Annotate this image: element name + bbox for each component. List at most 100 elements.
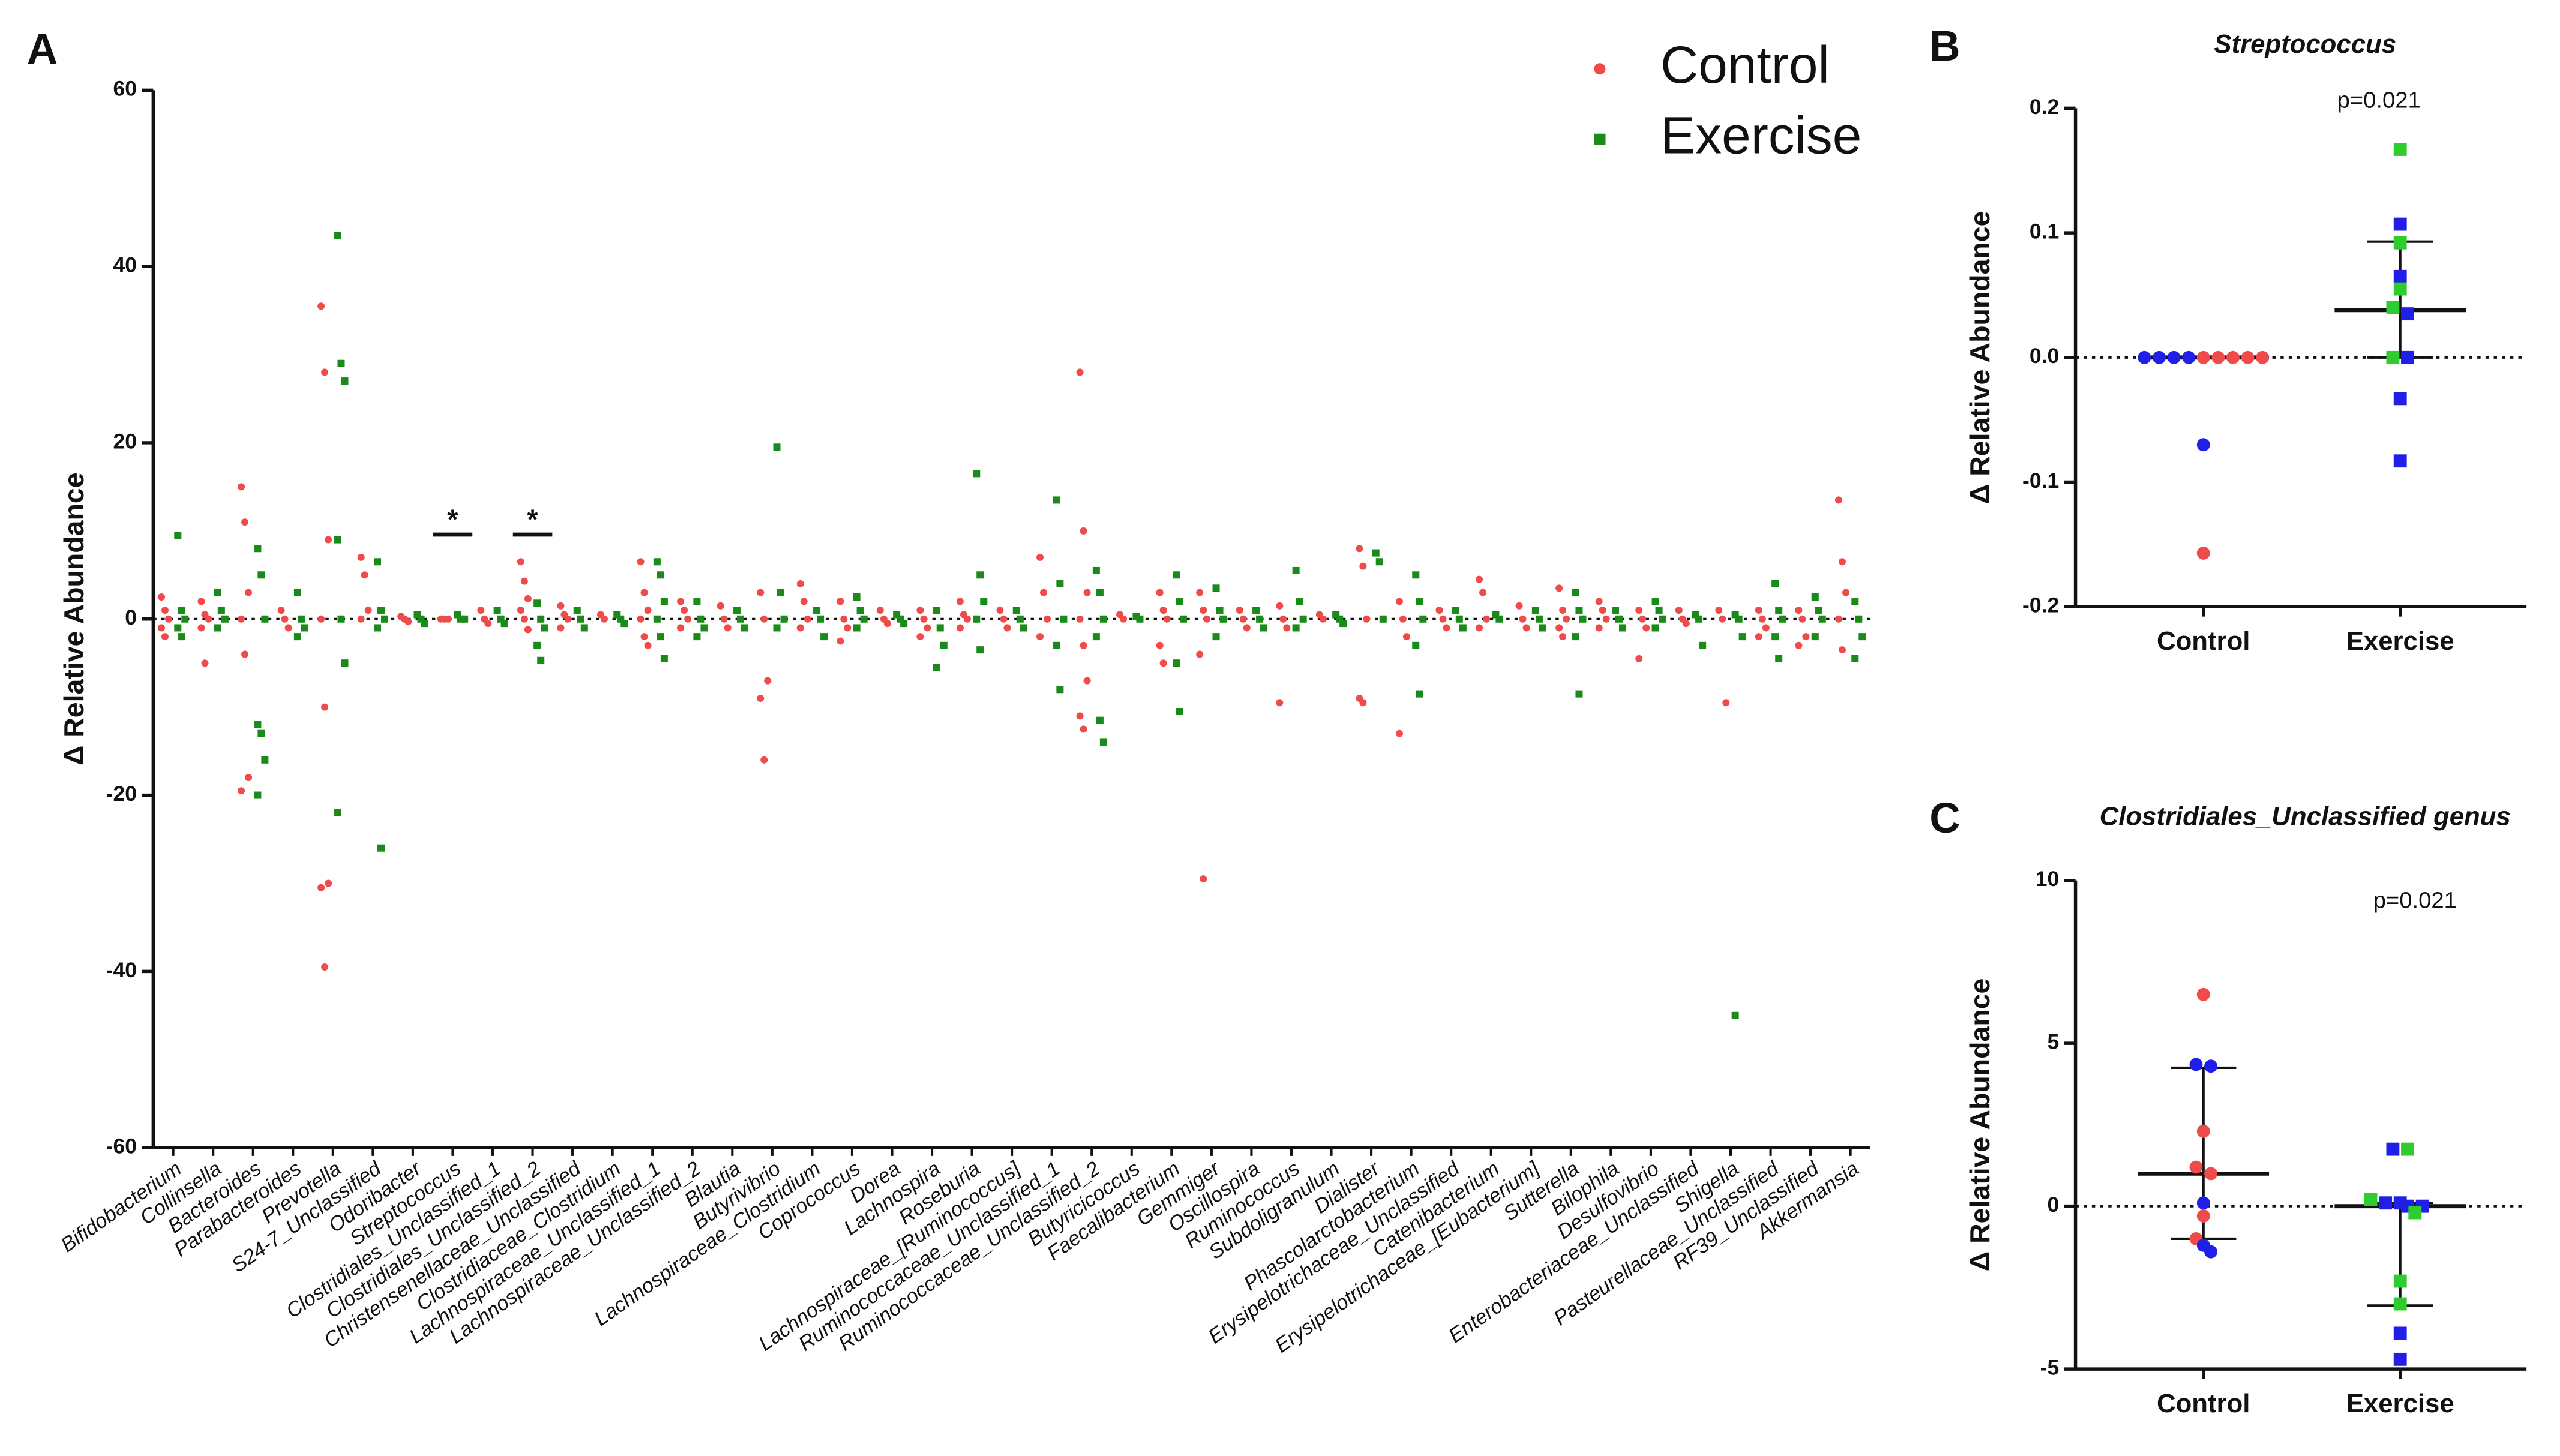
data-point xyxy=(564,615,572,623)
data-point xyxy=(238,483,245,491)
y-tick-label: -60 xyxy=(106,1134,137,1158)
data-point xyxy=(1675,607,1683,614)
data-point xyxy=(334,809,341,816)
data-point xyxy=(1559,633,1567,641)
data-point xyxy=(1851,598,1859,605)
data-point xyxy=(733,607,741,614)
data-point xyxy=(404,618,412,626)
data-point xyxy=(245,774,253,782)
data-point xyxy=(1172,571,1180,579)
data-point xyxy=(374,624,382,632)
data-point xyxy=(1755,633,1762,641)
data-point xyxy=(1802,633,1810,641)
data-point xyxy=(1838,646,1846,654)
data-point xyxy=(2401,1142,2414,1156)
y-axis-title: Δ Relative Abundance xyxy=(1964,978,1995,1272)
data-point xyxy=(201,659,209,667)
data-point xyxy=(640,589,648,596)
data-point xyxy=(973,470,981,478)
data-point xyxy=(1515,602,1523,610)
data-point xyxy=(421,620,428,628)
data-point xyxy=(620,620,628,628)
data-point xyxy=(2386,350,2400,364)
data-point xyxy=(956,624,964,632)
data-point xyxy=(537,656,545,664)
data-point xyxy=(245,589,253,596)
data-point xyxy=(334,536,341,544)
data-point xyxy=(1092,633,1100,641)
data-point xyxy=(976,646,984,654)
data-point xyxy=(1815,607,1822,614)
data-point xyxy=(1722,699,1730,707)
data-point xyxy=(1176,598,1184,605)
data-point xyxy=(1483,615,1491,623)
data-point xyxy=(364,607,372,614)
data-point xyxy=(254,791,262,799)
data-point xyxy=(524,626,532,634)
p-value: p=0.021 xyxy=(2337,88,2421,113)
data-point xyxy=(2204,1245,2217,1259)
data-point xyxy=(1738,633,1746,641)
y-tick-label: -0.2 xyxy=(2022,593,2059,617)
data-point xyxy=(2167,350,2181,364)
data-point xyxy=(1602,615,1610,623)
data-point xyxy=(1555,624,1563,632)
legend-label: Exercise xyxy=(1660,106,1861,164)
data-point xyxy=(2226,350,2240,364)
data-point xyxy=(1851,655,1859,662)
data-point xyxy=(840,615,848,623)
data-point xyxy=(736,615,744,623)
data-point xyxy=(644,641,652,649)
data-point xyxy=(1060,615,1068,623)
data-point xyxy=(2364,1193,2378,1206)
data-point xyxy=(197,624,205,632)
data-point xyxy=(277,607,285,614)
data-point xyxy=(1200,875,1207,883)
data-point xyxy=(1159,659,1167,667)
data-point xyxy=(1682,620,1690,628)
data-point xyxy=(1639,615,1647,623)
data-point xyxy=(217,607,225,614)
data-point xyxy=(1076,712,1084,720)
data-point xyxy=(973,615,981,623)
data-point xyxy=(374,558,382,566)
data-point xyxy=(1219,615,1227,623)
data-point xyxy=(2196,438,2210,452)
data-point xyxy=(517,558,524,566)
data-point xyxy=(2386,301,2400,314)
data-point xyxy=(1572,589,1579,596)
y-axis-title: Δ Relative Abundance xyxy=(58,472,89,765)
data-point xyxy=(477,607,485,614)
data-point xyxy=(796,580,804,587)
data-point xyxy=(1572,633,1579,641)
data-point xyxy=(920,615,928,623)
data-point xyxy=(1419,615,1427,623)
data-point xyxy=(1762,624,1770,632)
data-point xyxy=(1200,607,1207,614)
data-point xyxy=(1635,655,1643,662)
data-point xyxy=(301,624,308,632)
data-point xyxy=(2204,1059,2217,1073)
significance-mark: * xyxy=(447,503,458,535)
data-point xyxy=(1196,650,1204,658)
data-point xyxy=(1379,615,1387,623)
data-point xyxy=(933,607,940,614)
data-point xyxy=(900,620,908,628)
data-point xyxy=(2393,282,2407,296)
data-point xyxy=(1842,589,1850,596)
data-point xyxy=(717,602,724,610)
data-point xyxy=(916,607,924,614)
data-point xyxy=(181,615,189,623)
data-point xyxy=(241,518,249,526)
data-point xyxy=(796,624,804,632)
data-point xyxy=(2241,350,2255,364)
data-point xyxy=(933,664,940,671)
data-point xyxy=(1080,641,1087,649)
legend-marker xyxy=(1594,63,1606,75)
data-point xyxy=(1299,615,1307,623)
data-point xyxy=(580,624,588,632)
data-point xyxy=(600,615,608,623)
data-point xyxy=(677,598,685,605)
data-point xyxy=(541,624,548,632)
data-point xyxy=(1435,607,1443,614)
